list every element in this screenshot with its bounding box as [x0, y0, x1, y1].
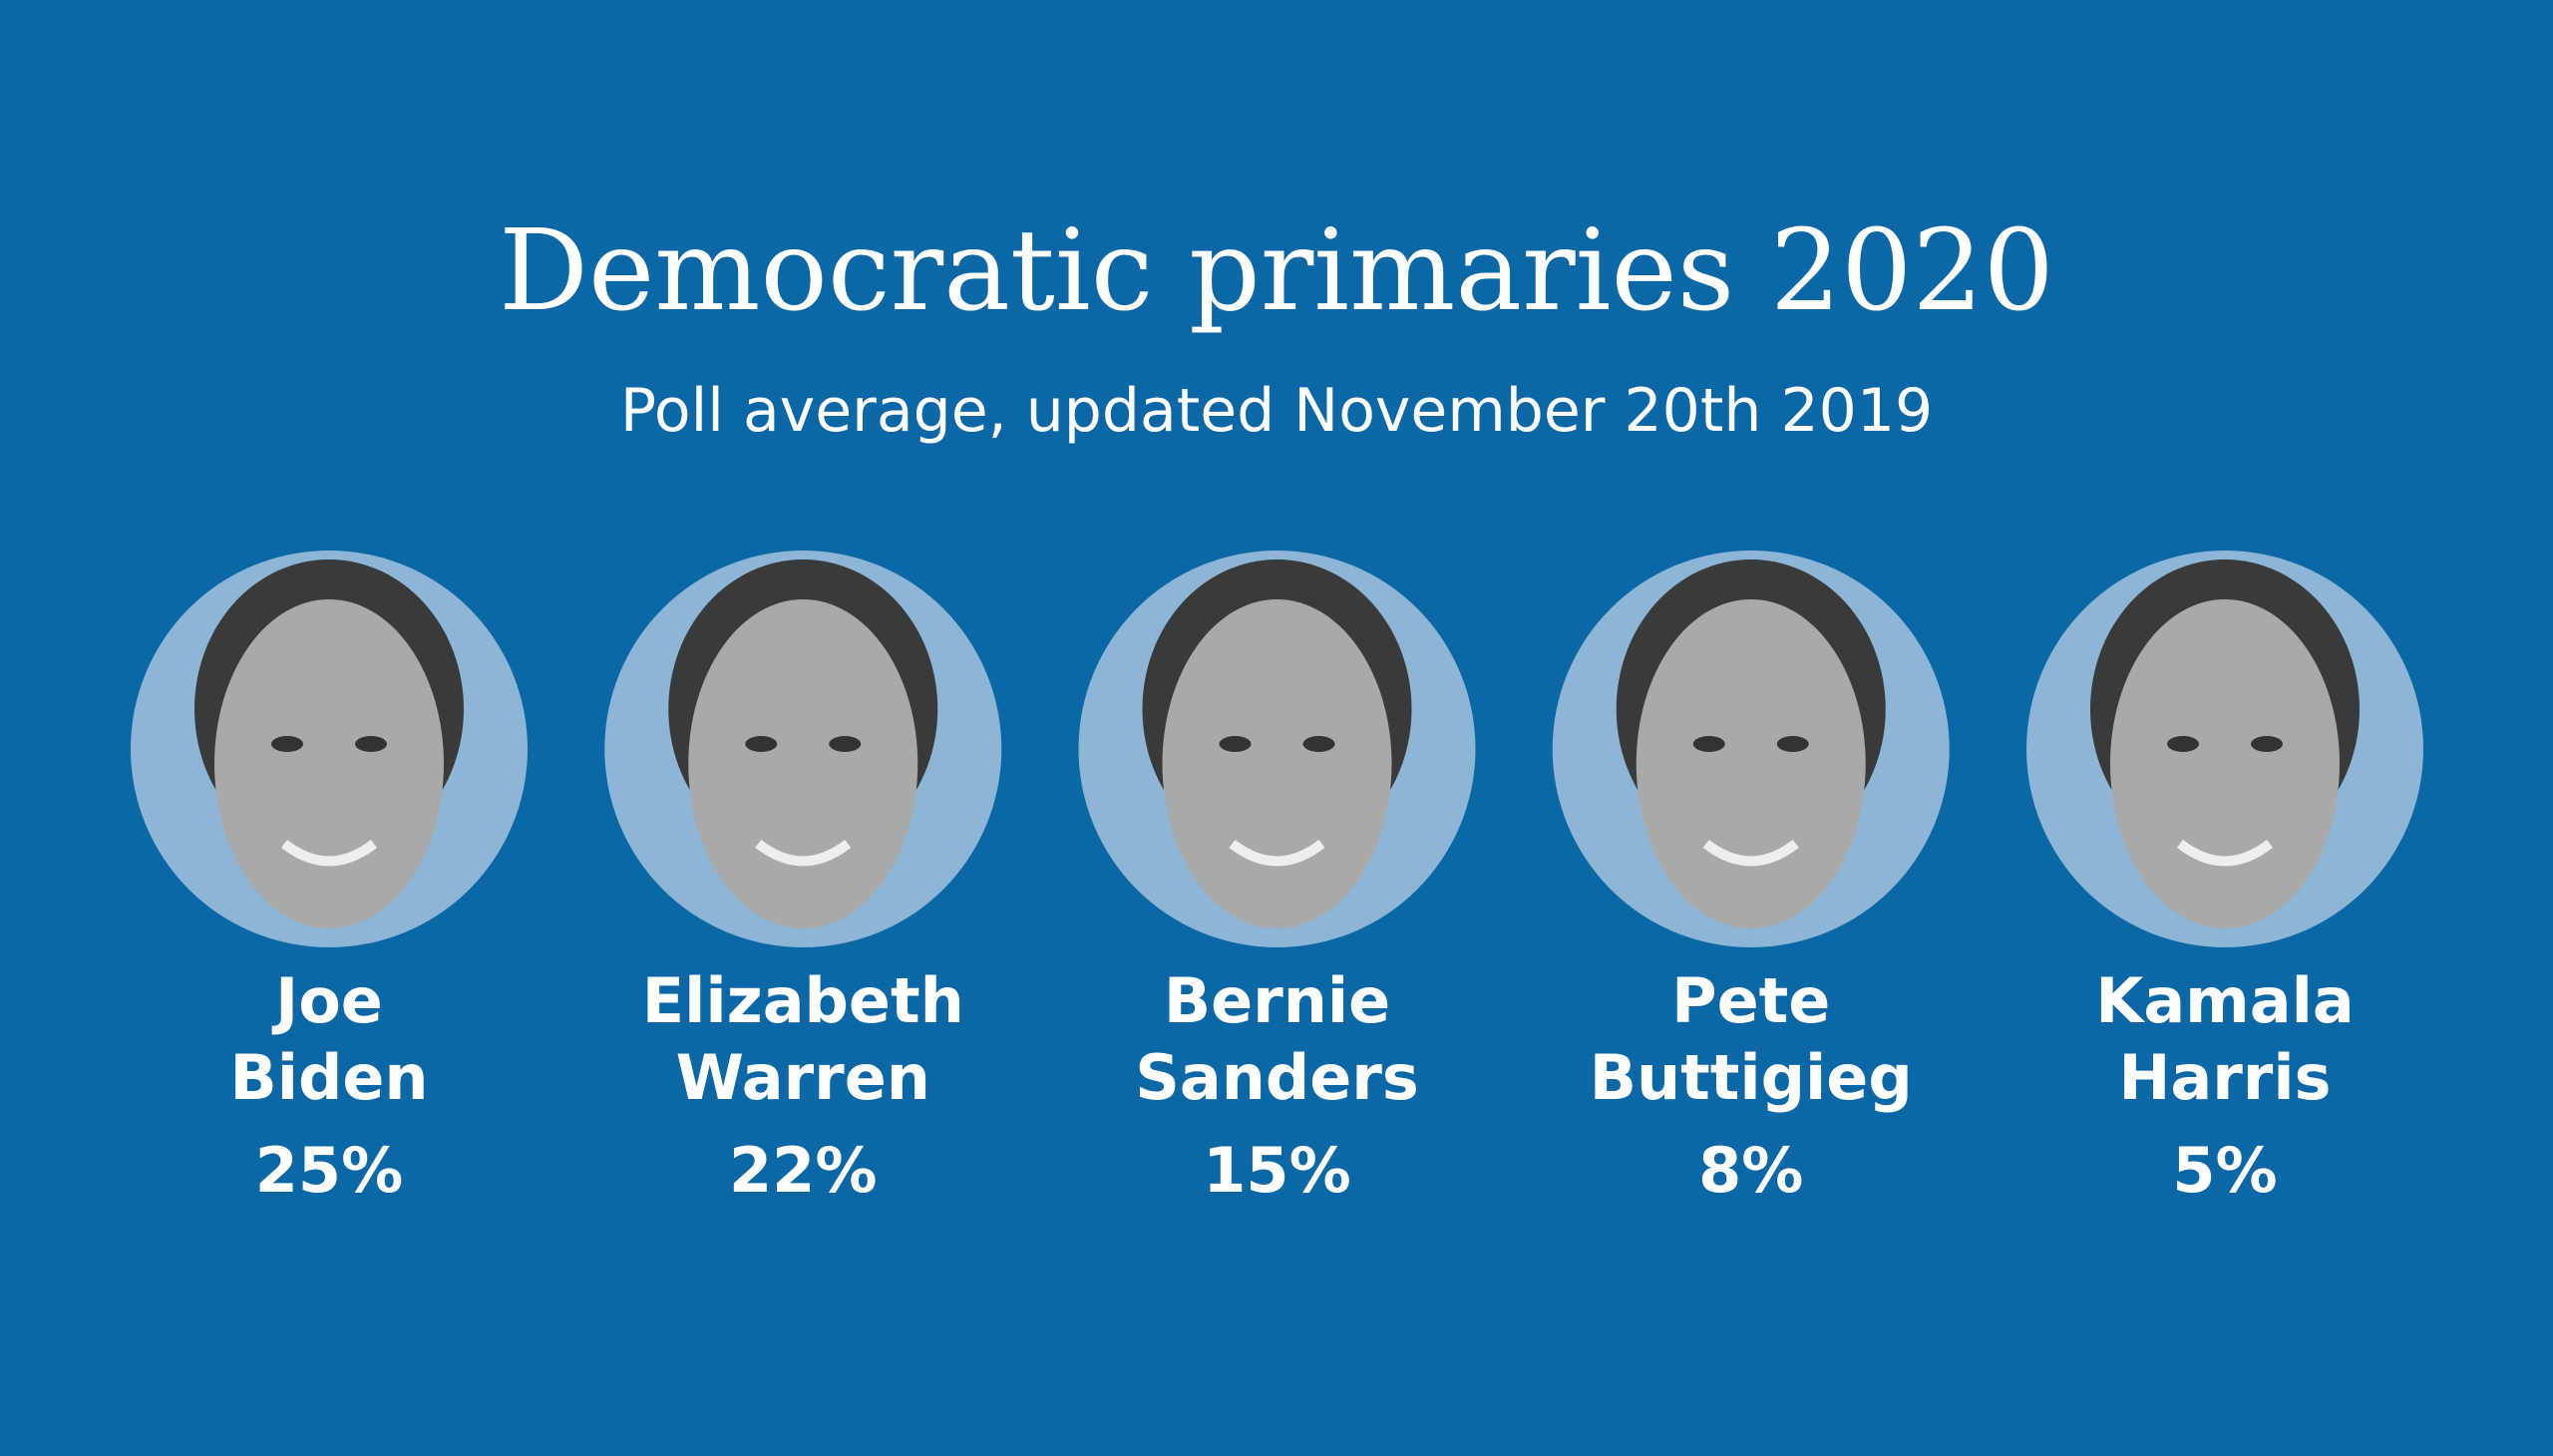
portrait-eye: [1692, 736, 1725, 752]
portrait-eye: [271, 736, 303, 752]
portrait-face: [1162, 599, 1392, 928]
candidate-first-name: Elizabeth: [642, 964, 964, 1037]
portrait-mouth: [1229, 839, 1325, 867]
portrait-face: [2110, 599, 2340, 928]
candidate-poll: 25%: [255, 1134, 403, 1207]
portrait-eye: [745, 736, 778, 752]
portrait-eye: [2167, 736, 2199, 752]
candidate-last-name: Sanders: [1135, 1041, 1419, 1114]
portrait-mouth: [2176, 839, 2274, 867]
portrait-mouth: [755, 839, 852, 867]
portrait-eye: [1219, 736, 1252, 752]
candidate-first-name: Joe: [271, 964, 383, 1037]
portrait-eye: [829, 736, 862, 752]
candidate-last-name: Harris: [2118, 1041, 2331, 1114]
portrait-face: [688, 599, 918, 928]
title: Democratic primaries 2020: [499, 206, 2054, 336]
candidate-first-name: Pete: [1671, 964, 1830, 1037]
portrait-eye: [2251, 736, 2283, 752]
candidate-first-name: Bernie: [1164, 964, 1390, 1037]
candidate-last-name: Buttigieg: [1590, 1041, 1913, 1114]
portrait-eye: [355, 736, 387, 752]
portrait-mouth: [1702, 839, 1799, 867]
candidate-last-name: Warren: [676, 1041, 930, 1114]
portrait-mouth: [280, 839, 378, 867]
portrait-face: [214, 599, 444, 928]
candidate-last-name: Biden: [229, 1041, 428, 1114]
candidate-poll: 22%: [729, 1134, 877, 1207]
candidate-poll: 8%: [1698, 1134, 1803, 1207]
candidate-first-name: Kamala: [2095, 964, 2354, 1037]
portrait-eye: [1302, 736, 1335, 752]
subtitle: Poll average, updated November 20th 2019: [620, 376, 1933, 446]
candidate-poll: 5%: [2172, 1134, 2277, 1207]
portrait-eye: [1776, 736, 1809, 752]
portrait-face: [1636, 599, 1866, 928]
candidate-poll: 15%: [1203, 1134, 1350, 1207]
